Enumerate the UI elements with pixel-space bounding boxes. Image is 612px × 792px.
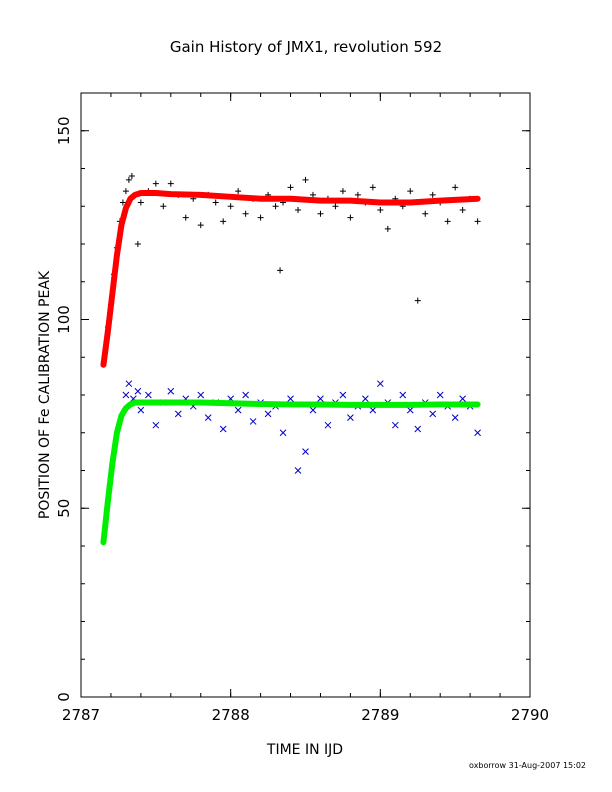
y-tick-label: 0 — [55, 692, 73, 702]
data-point — [197, 222, 204, 229]
data-point — [362, 395, 369, 403]
data-point — [212, 199, 219, 206]
data-point — [197, 391, 205, 399]
footer-stamp: oxborrow 31-Aug-2007 15:02 — [469, 761, 586, 770]
data-point — [294, 467, 302, 474]
fit-curve — [100, 190, 481, 368]
y-axis-ticks: 0 50 100 150 — [55, 92, 530, 702]
chart-title: Gain History of JMX1, revolution 592 — [170, 38, 442, 56]
data-point — [391, 421, 399, 429]
x-axis-label: TIME IN IJD — [266, 742, 343, 758]
data-point — [277, 267, 284, 274]
data-point — [332, 203, 339, 210]
data-point — [459, 207, 466, 214]
data-point — [134, 241, 141, 247]
data-point — [295, 207, 302, 214]
data-point — [384, 225, 391, 232]
data-point — [220, 218, 227, 225]
data-point — [234, 406, 242, 414]
data-point — [242, 210, 249, 217]
data-point — [302, 448, 309, 455]
data-point — [287, 395, 294, 403]
data-point — [452, 184, 459, 191]
data-point — [474, 429, 481, 437]
data-point — [125, 380, 133, 388]
data-point — [242, 391, 249, 399]
data-point — [257, 214, 264, 221]
data-point — [422, 210, 429, 217]
data-point — [119, 199, 126, 206]
data-point — [122, 188, 129, 195]
data-point — [279, 429, 287, 437]
data-point — [287, 184, 294, 191]
data-point — [369, 406, 377, 414]
data-point — [309, 191, 316, 198]
data-point — [317, 210, 324, 217]
series-2 — [122, 380, 481, 474]
x-axis-ticks: 2787 2788 2789 2790 — [62, 93, 549, 724]
data-point — [444, 218, 451, 225]
data-point — [414, 425, 422, 433]
data-point — [137, 406, 145, 414]
data-point — [317, 395, 324, 403]
data-point — [249, 418, 257, 425]
data-point — [429, 410, 437, 418]
data-point — [125, 176, 132, 183]
data-point — [182, 214, 189, 221]
data-point — [302, 176, 309, 183]
x-tick-label: 2790 — [511, 706, 549, 724]
data-point — [160, 203, 167, 210]
y-axis-label: POSITION OF Fe CALIBRATION PEAK — [37, 270, 53, 519]
data-point — [407, 188, 414, 195]
data-point — [324, 421, 332, 429]
data-point — [406, 406, 414, 414]
series-1 — [100, 190, 481, 368]
data-point — [377, 207, 384, 214]
data-point — [414, 297, 421, 304]
data-point — [429, 191, 436, 198]
data-point — [128, 173, 135, 180]
data-point — [272, 203, 279, 210]
data-point — [347, 214, 354, 221]
data-point — [451, 414, 459, 422]
y-tick-label: 50 — [55, 499, 73, 518]
data-point — [219, 425, 227, 433]
data-point — [144, 391, 152, 399]
x-tick-label: 2788 — [212, 706, 250, 724]
data-point — [376, 380, 384, 388]
data-point — [122, 391, 130, 399]
x-tick-label: 2789 — [361, 706, 399, 724]
data-series — [100, 173, 481, 546]
data-point — [474, 218, 481, 225]
data-point — [339, 188, 346, 195]
series-3 — [100, 399, 481, 546]
y-tick-label: 100 — [55, 305, 73, 334]
data-point — [137, 199, 144, 206]
data-point — [459, 395, 467, 403]
data-point — [204, 414, 212, 422]
data-point — [167, 180, 174, 187]
data-point — [369, 184, 376, 191]
data-point — [174, 410, 182, 418]
data-point — [436, 391, 444, 399]
data-point — [134, 387, 142, 395]
data-point — [339, 391, 347, 399]
data-point — [264, 410, 272, 418]
data-point — [354, 191, 361, 198]
x-tick-label: 2787 — [62, 706, 100, 724]
data-point — [309, 406, 317, 414]
fit-curve — [100, 399, 481, 546]
data-point — [152, 421, 160, 429]
data-point — [399, 391, 407, 399]
data-point — [167, 387, 175, 395]
data-point — [235, 188, 242, 195]
data-point — [347, 414, 354, 422]
data-point — [152, 180, 159, 187]
data-point — [227, 203, 234, 210]
y-tick-label: 150 — [55, 116, 73, 145]
